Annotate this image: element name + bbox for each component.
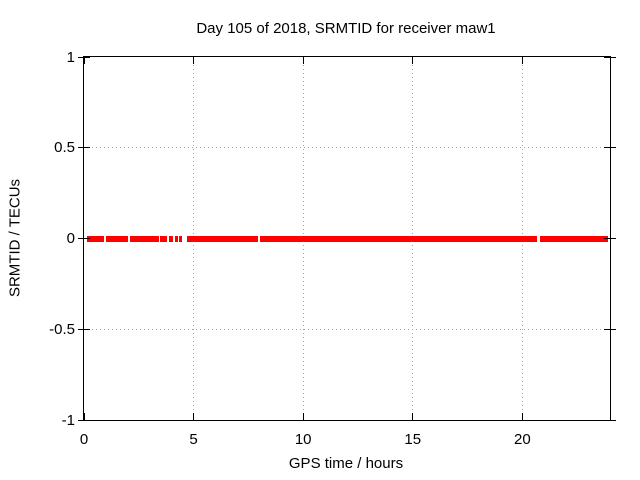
x-tick [193,413,195,420]
x-tick-label: 5 [189,431,198,448]
x-tick-label: 15 [404,431,422,448]
x-axis-label: GPS time / hours [288,455,404,472]
series-segment [87,235,105,242]
y-tick-label: -0.5 [49,320,75,338]
y-tick [78,419,90,421]
y-tick [78,238,90,239]
series-segment [187,235,258,242]
x-tick [521,413,523,420]
series-segment [169,235,174,242]
y-tick [604,328,616,330]
x-tick [83,57,85,64]
x-tick-label: 20 [513,431,531,448]
y-tick-label: 1 [66,48,75,66]
y-gridline [84,147,610,149]
y-tick-label: 0.5 [54,139,75,157]
x-tick-label: 0 [79,431,89,448]
y-tick [78,56,90,58]
series-segment [160,235,168,242]
series-segment [259,235,538,242]
y-tick [604,238,616,239]
y-tick [604,147,616,149]
x-tick [302,413,304,420]
y-tick-label: -1 [61,411,75,429]
x-tick [302,57,304,64]
chart-title: Day 105 of 2018, SRMTID for receiver maw… [196,20,496,37]
y-tick [78,147,90,149]
series-segment [539,235,608,242]
series-segment [106,235,129,242]
plot-area [78,56,616,421]
y-gridline [84,328,610,330]
y-tick-label: 0 [66,230,75,247]
y-tick [604,56,616,58]
x-tick [193,57,195,64]
y-tick [604,419,616,421]
series-segment [179,235,183,242]
x-tick [521,57,523,64]
series-segment [130,235,159,242]
x-tick-label: 10 [294,431,312,448]
y-tick [78,328,90,330]
series-segment [174,235,178,242]
x-tick [83,413,85,420]
x-tick [412,413,414,420]
x-tick [412,57,414,64]
